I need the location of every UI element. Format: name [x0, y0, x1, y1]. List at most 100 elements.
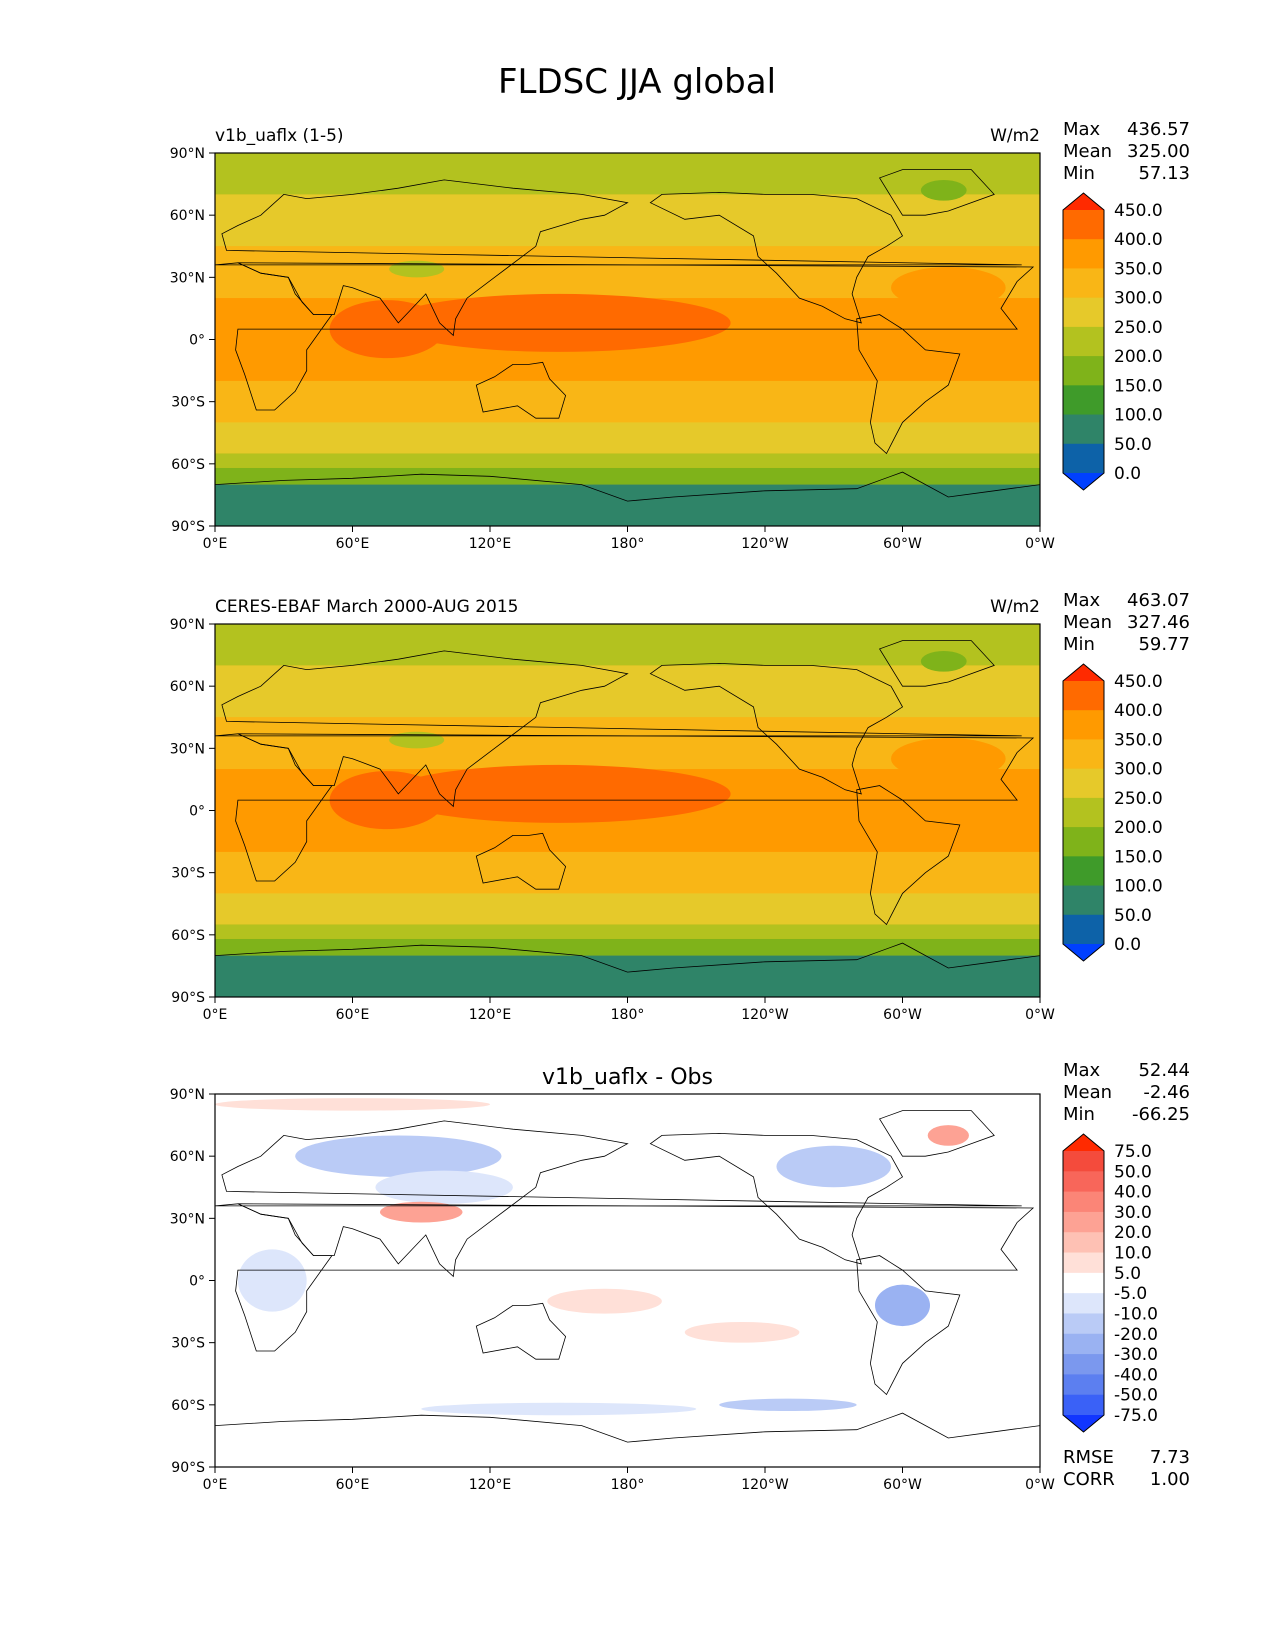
colorbar-label: 150.0 — [1114, 376, 1163, 396]
lat-tick-label: 30°N — [170, 741, 205, 757]
colorbar-swatch — [1063, 827, 1104, 857]
coastline — [475, 1302, 567, 1360]
lon-tick-label: 0°E — [203, 1007, 228, 1023]
colorbar-swatch — [1063, 1354, 1104, 1375]
stat-value: 325.00 — [1127, 141, 1190, 162]
stat-label: Min — [1063, 163, 1095, 184]
lon-tick-label: 120°E — [469, 1007, 512, 1023]
lat-tick-label: 30°N — [170, 1211, 205, 1227]
colorbar-label: 200.0 — [1114, 818, 1163, 838]
panel-diff: 90°N 60°N 30°N 0° 30°S 60°S 90°S0°E 60°E 120°E 18… — [170, 1060, 1190, 1493]
coastline — [215, 471, 1040, 526]
colorbar-extend-min — [1063, 473, 1104, 490]
coastline — [215, 942, 1040, 997]
stat-value: -66.25 — [1132, 1104, 1190, 1125]
lat-tick-label: 60°S — [171, 457, 205, 473]
colorbar-label: 40.0 — [1114, 1183, 1152, 1203]
colorbar-label: 50.0 — [1114, 906, 1152, 926]
colorbar-swatch — [1063, 443, 1104, 474]
colorbar-swatch — [1063, 356, 1104, 386]
colorbar-label: 100.0 — [1114, 406, 1163, 426]
lat-tick-label: 90°S — [171, 519, 205, 535]
lon-tick-label: 120°E — [469, 536, 512, 552]
lat-tick-label: 60°N — [170, 1149, 205, 1165]
lat-tick-label: 90°N — [170, 617, 205, 633]
colorbar-swatch — [1063, 1211, 1104, 1233]
stat-label: Mean — [1063, 1082, 1112, 1103]
stat-label: RMSE — [1063, 1447, 1114, 1468]
lat-tick-label: 0° — [189, 333, 205, 349]
contour-region — [375, 1170, 513, 1204]
colorbar-diff: 75.050.040.030.020.010.05.0-5.0-10.0-20.… — [1062, 1133, 1158, 1433]
stat-value: 327.46 — [1127, 612, 1190, 633]
colorbar-swatch — [1063, 914, 1104, 945]
lon-tick-label: 120°E — [469, 1477, 512, 1493]
colorbar-swatch — [1063, 385, 1104, 416]
coastline — [215, 1412, 1040, 1467]
colorbar-swatch — [1063, 1252, 1104, 1274]
contour-band — [215, 153, 1040, 195]
lon-tick-label: 60°E — [336, 1007, 370, 1023]
contour-region — [380, 1201, 463, 1223]
stat-label: Max — [1063, 1060, 1101, 1081]
contour-region — [389, 260, 445, 278]
colorbar-label: 150.0 — [1114, 847, 1163, 867]
colorbar-label: 5.0 — [1114, 1264, 1141, 1284]
lat-tick-label: 90°N — [170, 1087, 205, 1103]
colorbar-swatch — [1063, 1191, 1104, 1213]
lon-tick-label: 0°E — [203, 1477, 228, 1493]
contour-band — [215, 851, 1040, 894]
colorbar-swatch — [1063, 1232, 1104, 1254]
colorbar-label: 50.0 — [1114, 1162, 1152, 1182]
colorbar-ref: 450.0 400.0 350.0 300.0 250.0 200.0 150.0 100.0… — [1062, 663, 1163, 962]
colorbar-label: 400.0 — [1114, 701, 1163, 721]
stat-label: Mean — [1063, 612, 1112, 633]
lat-tick-label: 30°S — [171, 866, 205, 882]
stat-label: Max — [1063, 119, 1101, 140]
colorbar-extend-max — [1063, 193, 1104, 210]
colorbar-label: 300.0 — [1114, 760, 1163, 780]
colorbar-label: 50.0 — [1114, 435, 1152, 455]
contour-band — [215, 893, 1040, 925]
contour-band — [215, 194, 1040, 247]
colorbar-label: -20.0 — [1114, 1325, 1158, 1345]
colorbar-label: -50.0 — [1114, 1386, 1158, 1406]
colorbar-label: 20.0 — [1114, 1223, 1152, 1243]
panel-units: W/m2 — [990, 597, 1040, 617]
contour-region — [776, 1145, 892, 1188]
panel-ref: 90°N 60°N 30°N 0° 30°S 60°S 90°S0°E 60°E 120°E 18… — [170, 590, 1190, 1023]
colorbar-label: 0.0 — [1114, 935, 1141, 955]
stat-label: Max — [1063, 590, 1101, 611]
lon-tick-label: 60°W — [883, 536, 922, 552]
panel-left-title: CERES-EBAF March 2000-AUG 2015 — [215, 597, 518, 617]
contour-band — [215, 955, 1040, 997]
colorbar-swatch — [1063, 1374, 1104, 1396]
colorbar-label: 200.0 — [1114, 347, 1163, 367]
colorbar-label: 30.0 — [1114, 1203, 1152, 1223]
colorbar-label: 350.0 — [1114, 259, 1163, 279]
map-field-diff — [215, 1094, 1040, 1467]
contour-band — [215, 453, 1040, 468]
lon-tick-label: 120°W — [741, 536, 789, 552]
lat-tick-label: 60°S — [171, 928, 205, 944]
contour-region — [547, 1288, 662, 1314]
colorbar-label: -40.0 — [1114, 1365, 1158, 1385]
colorbar-swatch — [1063, 768, 1104, 799]
colorbar-swatch — [1063, 326, 1104, 357]
coastline — [856, 314, 961, 455]
coastline — [879, 169, 995, 216]
stat-label: Min — [1063, 634, 1095, 655]
map-field-ref — [215, 624, 1040, 997]
lat-tick-label: 30°S — [171, 395, 205, 411]
contour-region — [920, 650, 967, 672]
contour-band — [215, 380, 1040, 423]
stat-value: 463.07 — [1127, 590, 1190, 611]
colorbar-swatch — [1063, 797, 1104, 828]
contour-band — [215, 924, 1040, 939]
contour-region — [215, 1098, 490, 1111]
contour-region — [875, 1284, 930, 1327]
stat-label: Min — [1063, 1104, 1095, 1125]
contour-band — [215, 624, 1040, 666]
lat-tick-label: 60°N — [170, 679, 205, 695]
colorbar-outline — [1062, 663, 1105, 962]
